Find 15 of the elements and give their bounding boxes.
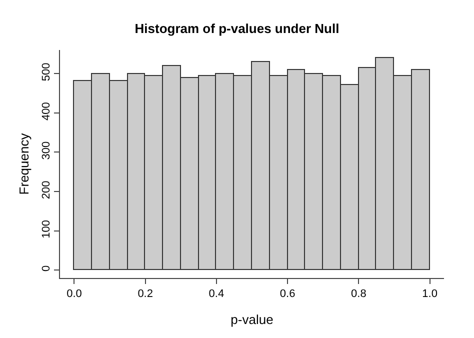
x-tick-label: 0.0 bbox=[66, 288, 82, 300]
y-tick-label: 100 bbox=[40, 220, 53, 238]
x-tick-label: 0.8 bbox=[351, 288, 366, 300]
y-tick-label: 200 bbox=[40, 180, 53, 200]
x-tick-label: 0.2 bbox=[138, 288, 153, 300]
y-tick-label: 400 bbox=[40, 102, 53, 120]
x-axis-title: p-value bbox=[230, 312, 274, 327]
y-tick-label: 0 bbox=[40, 265, 53, 272]
x-tick-label: 0.6 bbox=[280, 288, 296, 300]
y-tick-label: 500 bbox=[40, 62, 53, 82]
chart-title: Histogram of p-values under Null bbox=[134, 20, 340, 36]
y-axis-title: Frequency bbox=[16, 132, 32, 195]
y-tick-label: 300 bbox=[40, 141, 53, 160]
x-tick-label: 0.4 bbox=[208, 288, 224, 300]
x-tick-label: 1.0 bbox=[422, 288, 438, 300]
